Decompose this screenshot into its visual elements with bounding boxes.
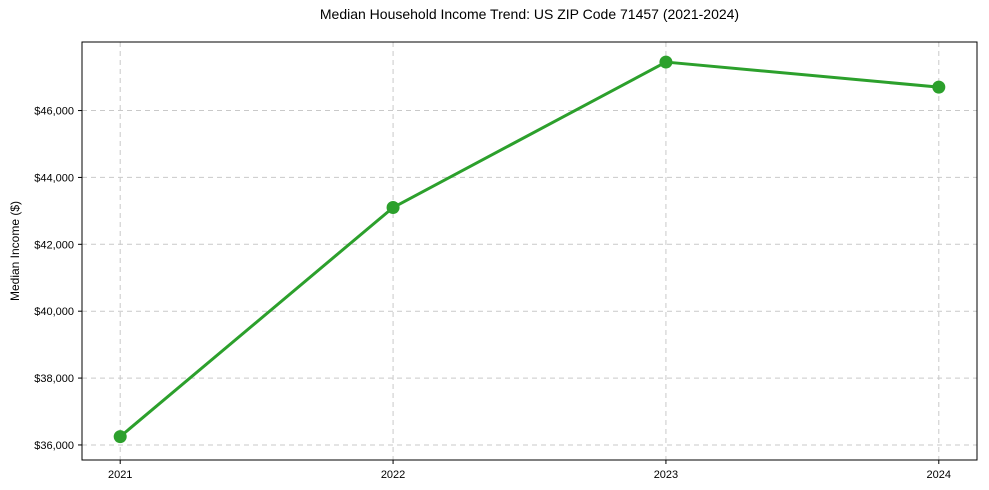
plot-border xyxy=(81,41,978,461)
y-tick-label: $38,000 xyxy=(34,373,74,385)
data-point-2024 xyxy=(932,80,946,94)
chart-title: Median Household Income Trend: US ZIP Co… xyxy=(319,6,740,22)
y-tick-label: $42,000 xyxy=(34,239,74,251)
y-tick-label: $46,000 xyxy=(34,106,74,118)
y-tick-label: $36,000 xyxy=(34,440,74,452)
y-tick-label: $44,000 xyxy=(34,172,74,184)
data-point-2022 xyxy=(386,201,400,215)
x-tick-label: 2023 xyxy=(654,469,678,481)
data-point-2023 xyxy=(659,55,673,69)
x-tick-label: 2021 xyxy=(108,469,132,481)
x-tick-label: 2024 xyxy=(927,469,951,481)
data-point-2021 xyxy=(113,430,127,444)
x-tick-label: 2022 xyxy=(381,469,405,481)
trend-line xyxy=(118,60,941,439)
y-tick-label: $40,000 xyxy=(34,306,74,318)
